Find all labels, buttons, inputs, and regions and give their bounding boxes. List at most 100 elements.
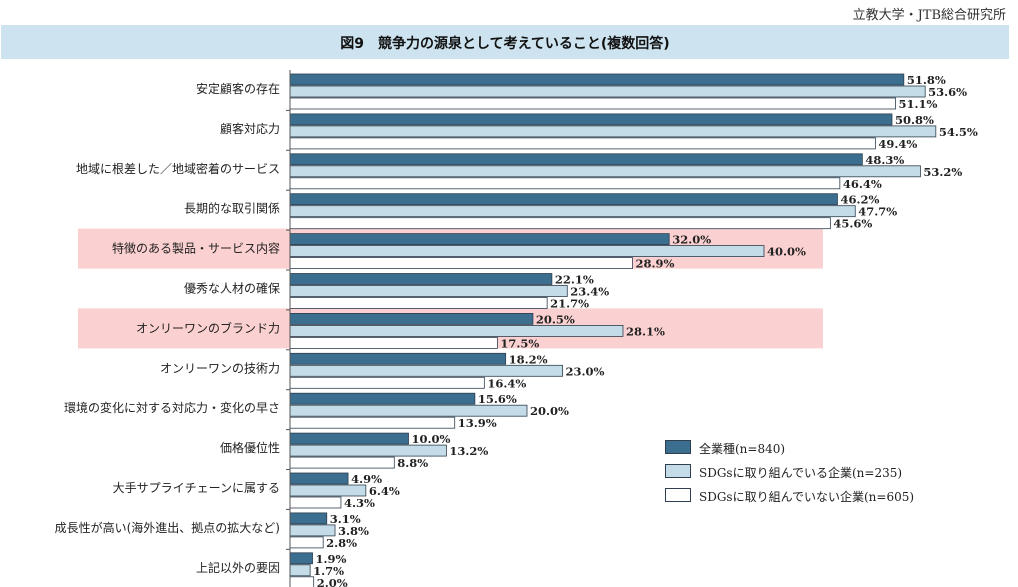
title-bar: 図9 競争力の源泉として考えていること(複数回答)	[1, 25, 1009, 59]
data-label-non-sdgs: 51.1%	[899, 97, 938, 111]
category-label: 長期的な取引関係	[184, 201, 280, 216]
bar-all	[289, 552, 313, 565]
data-label-sdgs: 3.8%	[338, 524, 369, 538]
data-label-all: 22.1%	[555, 273, 594, 287]
data-label-sdgs: 53.2%	[923, 165, 962, 179]
data-label-sdgs: 47.7%	[858, 205, 897, 219]
data-label-sdgs: 40.0%	[767, 245, 806, 259]
category-label: オンリーワンの技術力	[160, 361, 280, 375]
legend-swatch-non-sdgs	[665, 488, 691, 502]
legend-label-sdgs: SDGsに取り組んでいる企業(n=235)	[699, 466, 903, 480]
legend-label-non-sdgs: SDGsに取り組んでいない企業(n=605)	[699, 490, 915, 504]
category-label: オンリーワンのブランド力	[136, 320, 280, 335]
data-label-sdgs: 28.1%	[626, 324, 665, 338]
bar-sdgs	[289, 484, 367, 497]
data-label-sdgs: 23.0%	[566, 364, 605, 378]
category-label: 顧客対応力	[220, 121, 280, 136]
bar-non-sdgs	[289, 576, 315, 587]
bar-non-sdgs	[289, 297, 548, 309]
bar-sdgs	[289, 444, 447, 457]
legend-item-all: 全業種(n=840)	[665, 437, 995, 461]
bar-non-sdgs	[289, 416, 456, 429]
data-label-sdgs: 53.6%	[928, 85, 967, 99]
data-label-sdgs: 13.2%	[449, 444, 488, 458]
data-label-sdgs: 23.4%	[570, 285, 609, 299]
chart-title: 図9 競争力の源泉として考えていること(複数回答)	[340, 36, 670, 52]
data-label-non-sdgs: 2.8%	[326, 536, 357, 550]
category-label: 安定顧客の存在	[196, 81, 280, 96]
data-label-all: 3.1%	[330, 512, 361, 526]
legend-swatch-sdgs	[665, 464, 691, 478]
data-label-all: 20.5%	[536, 312, 575, 326]
bar-all	[289, 153, 863, 166]
bar-all	[289, 312, 534, 325]
bar-all	[289, 432, 409, 445]
data-label-sdgs: 1.7%	[313, 564, 344, 578]
bar-sdgs	[289, 165, 921, 178]
data-label-all: 51.8%	[907, 73, 946, 87]
category-label: 上記以外の要因	[196, 560, 280, 575]
bar-all	[289, 113, 893, 126]
bar-all	[289, 193, 838, 206]
bar-non-sdgs	[289, 496, 342, 509]
data-label-non-sdgs: 8.8%	[397, 456, 428, 470]
bar-all	[289, 352, 507, 365]
bar-non-sdgs	[289, 336, 498, 349]
data-label-all: 10.0%	[412, 432, 451, 446]
bar-sdgs	[289, 285, 568, 297]
data-label-non-sdgs: 21.7%	[550, 297, 589, 311]
data-label-non-sdgs: 17.5%	[500, 336, 539, 350]
bar-non-sdgs	[289, 137, 876, 150]
data-label-non-sdgs: 46.4%	[843, 177, 882, 191]
bar-sdgs	[289, 524, 336, 537]
data-label-non-sdgs: 4.3%	[344, 496, 375, 510]
data-label-sdgs: 54.5%	[939, 125, 978, 139]
category-label: 優秀な人材の確保	[184, 281, 280, 296]
data-label-all: 32.0%	[672, 233, 711, 247]
bar-non-sdgs	[289, 376, 485, 389]
bar-non-sdgs	[289, 257, 633, 270]
category-label: 地域に根差した／地域密着のサービス	[76, 161, 280, 176]
data-label-all: 15.6%	[478, 392, 517, 406]
bar-non-sdgs	[289, 177, 841, 190]
bar-sdgs	[289, 125, 937, 138]
bar-all	[289, 472, 349, 485]
category-label: 成長性が高い(海外進出、拠点の拡大など)	[55, 520, 280, 535]
bar-sdgs	[289, 564, 311, 577]
bar-non-sdgs	[289, 536, 324, 549]
bar-non-sdgs	[289, 97, 896, 110]
data-label-non-sdgs: 13.9%	[458, 416, 497, 430]
bar-sdgs	[289, 245, 765, 258]
data-label-all: 18.2%	[509, 352, 548, 366]
data-label-non-sdgs: 16.4%	[487, 376, 526, 390]
bar-non-sdgs	[289, 456, 395, 469]
data-label-all: 48.3%	[865, 153, 904, 167]
category-label: 大手サプライチェーンに属する	[113, 481, 280, 495]
category-label: 特徴のある製品・サービス内容	[112, 241, 280, 256]
legend-label-all: 全業種(n=840)	[699, 442, 786, 456]
bar-sdgs	[289, 364, 563, 377]
source-credit: 立教大学・JTB総合研究所	[852, 8, 1006, 23]
bar-sdgs	[289, 324, 624, 337]
bar-non-sdgs	[289, 217, 831, 230]
legend-item-non-sdgs: SDGsに取り組んでいない企業(n=605)	[665, 485, 995, 509]
legend-item-sdgs: SDGsに取り組んでいる企業(n=235)	[665, 461, 995, 485]
bar-all	[289, 273, 553, 285]
data-label-non-sdgs: 49.4%	[878, 137, 917, 151]
bar-sdgs	[289, 404, 528, 417]
bar-all	[289, 512, 328, 525]
bar-all	[289, 73, 905, 86]
legend-swatch-all	[665, 440, 691, 454]
data-label-non-sdgs: 2.0%	[317, 576, 348, 587]
category-label: 環境の変化に対する対応力・変化の早さ	[64, 400, 280, 415]
data-label-non-sdgs: 45.6%	[833, 217, 872, 231]
bar-sdgs	[289, 85, 926, 98]
bar-all	[289, 233, 670, 246]
data-label-all: 1.9%	[316, 552, 347, 566]
data-label-all: 46.2%	[840, 193, 879, 207]
bar-sdgs	[289, 205, 856, 218]
data-label-sdgs: 6.4%	[369, 484, 400, 498]
bar-all	[289, 392, 476, 405]
category-label: 価格優位性	[220, 440, 280, 455]
